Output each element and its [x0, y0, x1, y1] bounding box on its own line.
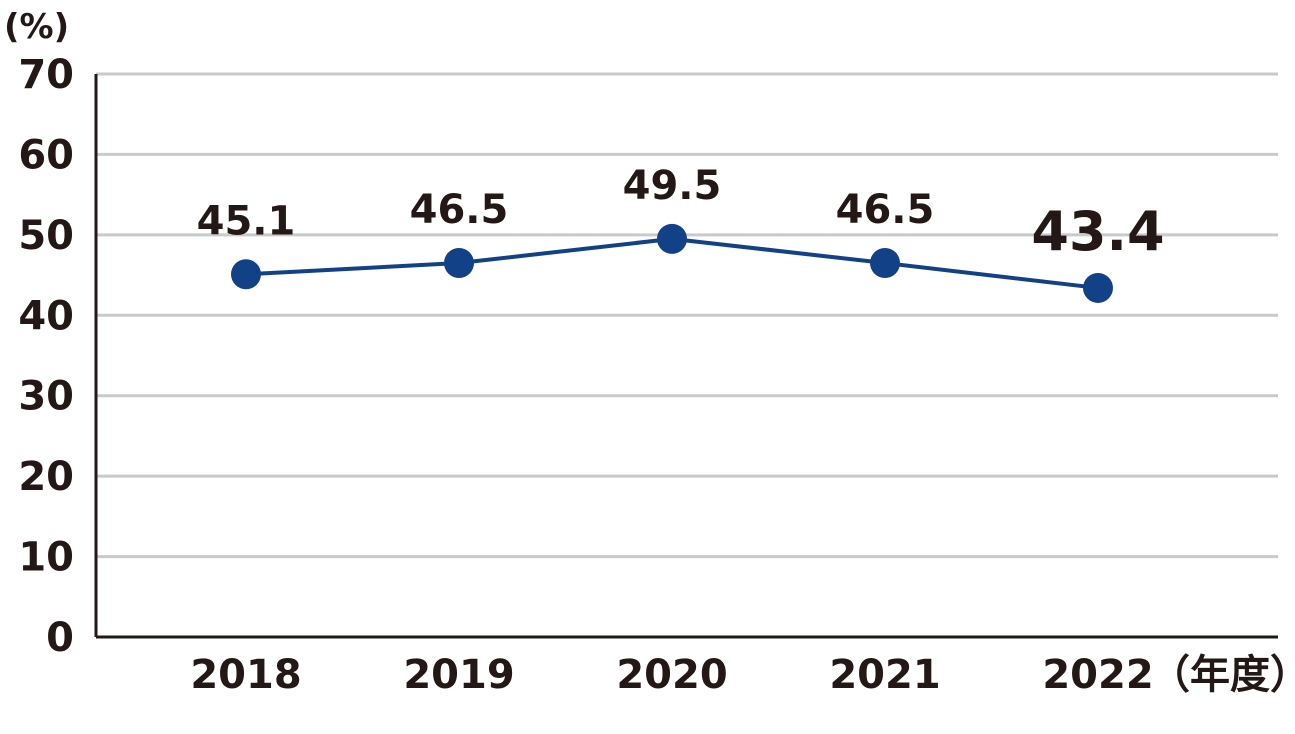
- data-label-2018: 45.1: [197, 198, 296, 244]
- y-unit-label: (%): [4, 7, 69, 47]
- y-tick-label-50: 50: [18, 213, 74, 259]
- series-0: [231, 223, 1113, 303]
- y-tick-label-30: 30: [18, 374, 74, 420]
- y-tick-labels: 0 10 20 30 40 50 60 70: [18, 52, 74, 661]
- y-tick-label-10: 10: [18, 535, 74, 581]
- x-tick-labels: 2018 2019 2020 2021 2022: [190, 652, 1153, 698]
- x-tick-label-2018: 2018: [190, 652, 301, 698]
- y-tick-label-60: 60: [18, 132, 74, 178]
- x-tick-label-2019: 2019: [403, 652, 514, 698]
- axes: [94, 74, 1278, 639]
- data-label-2021: 46.5: [836, 187, 935, 233]
- y-tick-label-20: 20: [18, 454, 74, 500]
- x-tick-label-2021: 2021: [829, 652, 940, 698]
- y-tick-label-40: 40: [18, 293, 74, 339]
- y-tick-label-0: 0: [46, 615, 74, 661]
- x-tick-label-2020: 2020: [616, 652, 727, 698]
- data-label-2022: 43.4: [1031, 200, 1164, 263]
- data-point-2019: [444, 248, 474, 279]
- x-tick-label-2022: 2022: [1042, 652, 1153, 698]
- y-tick-label-70: 70: [18, 52, 74, 98]
- grid-lines: [96, 72, 1278, 559]
- data-point-2018: [231, 259, 261, 290]
- data-point-2021: [870, 248, 900, 279]
- data-point-2020: [657, 223, 687, 254]
- data-label-2020: 49.5: [623, 163, 722, 209]
- x-unit-label: （年度）: [1150, 652, 1295, 698]
- data-label-2019: 46.5: [410, 187, 509, 233]
- data-labels: 45.1 46.5 49.5 46.5 43.4: [197, 163, 1165, 263]
- data-point-2022: [1083, 272, 1113, 303]
